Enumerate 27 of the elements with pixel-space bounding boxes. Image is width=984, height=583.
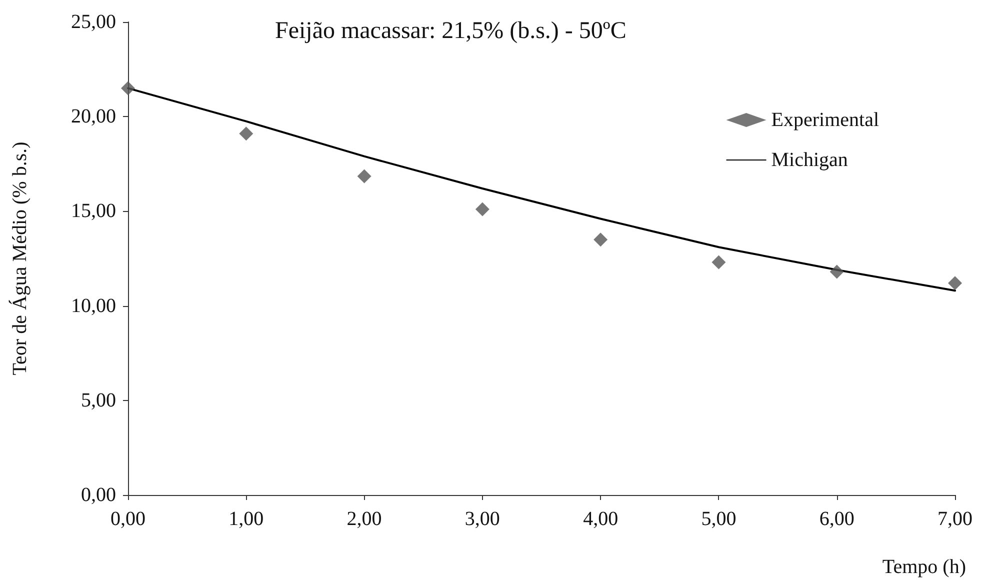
- point: [357, 169, 372, 184]
- x-tick-label: 0,00: [110, 508, 146, 530]
- point: [239, 126, 254, 141]
- x-tick-label: 1,00: [228, 508, 264, 530]
- x-tick-label: 5,00: [701, 508, 736, 530]
- y-tick-label: 20,00: [71, 106, 116, 128]
- x-tick-label: 2,00: [346, 508, 382, 530]
- y-tick-label: 10,00: [71, 294, 116, 317]
- point: [475, 202, 490, 216]
- y-tick-label: 5,00: [81, 389, 116, 412]
- point: [121, 81, 135, 96]
- point: [948, 276, 962, 290]
- y-tick-label: 25,00: [71, 11, 116, 33]
- x-axis-title: Tempo (h): [882, 556, 966, 578]
- chart-title: Feijão macassar: 21,5% (b.s.) - 50ºC: [275, 18, 626, 44]
- y-axis-title: Teor de Água Médio (% b.s.): [8, 142, 31, 376]
- y-tick-label: 15,00: [71, 200, 116, 222]
- x-tick-label: 7,00: [938, 508, 972, 530]
- legend-label: Experimental: [771, 109, 880, 131]
- x-tick-label: 6,00: [819, 508, 854, 530]
- point: [830, 264, 844, 279]
- x-tick-label: 3,00: [464, 508, 500, 530]
- point: [594, 232, 608, 247]
- legend-label: Michigan: [771, 149, 848, 171]
- x-tick-label: 4,00: [583, 508, 618, 530]
- y-tick-label: 0,00: [81, 484, 116, 506]
- point: [712, 255, 726, 270]
